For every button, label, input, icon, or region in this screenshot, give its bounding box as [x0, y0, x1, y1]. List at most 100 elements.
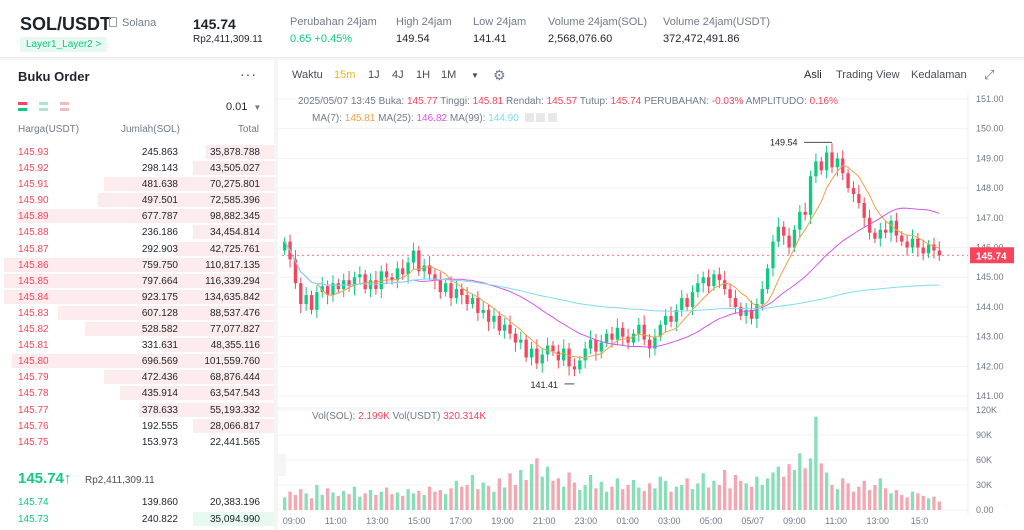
- candle-body: [894, 220, 899, 236]
- ask-amount: 192.555: [141, 420, 178, 432]
- ask-total: 110,817.135: [205, 259, 260, 271]
- ask-row[interactable]: 145.79 472.436 68,876.444: [0, 369, 274, 385]
- col-total: Total: [237, 124, 259, 135]
- candle-body: [739, 306, 743, 316]
- interval-1m[interactable]: 1M: [441, 69, 457, 81]
- interval-1j[interactable]: 1J: [368, 69, 380, 81]
- volume-bar: [379, 491, 383, 510]
- candle-body: [519, 339, 523, 343]
- stat-value: 0.65 +0.45%: [290, 33, 353, 45]
- volume-bar: [926, 498, 931, 510]
- ask-row[interactable]: 145.78 435.914 63,547.543: [0, 385, 274, 401]
- volume-bar: [594, 488, 598, 510]
- close-icon[interactable]: [548, 113, 558, 122]
- volume-bar: [905, 497, 909, 510]
- candle-body: [363, 274, 367, 290]
- ask-row[interactable]: 145.82 528.582 77,077.827: [0, 321, 274, 337]
- depth-bar: [193, 418, 274, 433]
- depth-bar: [174, 241, 274, 256]
- depth-bar: [139, 402, 274, 417]
- bid-row[interactable]: 145.74 139.860 20,383.196: [0, 494, 274, 510]
- price-tick-label: 149.00: [976, 153, 1004, 163]
- candle-body: [900, 235, 904, 242]
- ask-row[interactable]: 145.83 607.128 88,537.476: [0, 305, 274, 321]
- bid-price: 145.73: [18, 514, 49, 525]
- volume-bar: [342, 490, 346, 510]
- volume-bar: [824, 472, 829, 510]
- volume-bar: [293, 495, 298, 510]
- candle-body: [830, 152, 834, 168]
- ask-row[interactable]: 145.91 481.638 70,275.801: [0, 176, 274, 192]
- volume-bar: [878, 478, 882, 510]
- candle-body: [583, 348, 587, 361]
- view-asks-icon[interactable]: [60, 102, 69, 111]
- interval-15m[interactable]: 15m: [334, 69, 356, 81]
- pair-symbol[interactable]: SOL/USDT: [20, 14, 112, 34]
- candle-body: [857, 194, 861, 203]
- ask-row[interactable]: 145.84 923.175 134,635.842: [0, 289, 274, 305]
- settings-gear-icon[interactable]: ⚙: [493, 67, 506, 83]
- ma7-label: MA(7):: [312, 113, 342, 124]
- volume-bar: [503, 487, 507, 510]
- candle-body: [615, 327, 620, 340]
- ask-row[interactable]: 145.77 378.633 55,193.332: [0, 402, 274, 418]
- volume-bar: [706, 487, 711, 510]
- header-fiat-price: Rp2,411,309.11: [193, 34, 263, 45]
- depth-bar: [161, 338, 274, 353]
- order-book-title: Buku Order: [18, 69, 90, 84]
- volume-bar: [422, 495, 426, 510]
- time-tick-label: 09:00: [283, 516, 306, 526]
- precision-select[interactable]: 0.01 ▼: [226, 101, 261, 113]
- volume-bar: [443, 494, 448, 510]
- price-tick-label: 142.00: [976, 361, 1004, 371]
- more-options-icon[interactable]: ···: [240, 66, 257, 82]
- view-trading-view[interactable]: Trading View: [836, 69, 900, 81]
- volume-bar: [798, 453, 802, 510]
- stat-change: Perubahan 24jam 0.65 +0.45%: [290, 16, 377, 45]
- interval-1h[interactable]: 1H: [416, 69, 431, 81]
- ask-row[interactable]: 145.85 797.664 116,339.294: [0, 273, 274, 289]
- bid-row[interactable]: 145.73 240.822 35,094.990: [0, 511, 274, 527]
- ask-price: 145.75: [18, 436, 49, 448]
- ask-row[interactable]: 145.92 298.143 43,505.027: [0, 160, 274, 176]
- ask-row[interactable]: 145.76 192.555 28,066.817: [0, 418, 274, 434]
- ask-row[interactable]: 145.90 497.501 72,585.396: [0, 192, 274, 208]
- volume-bar: [299, 489, 303, 510]
- volume-bar: [647, 483, 652, 510]
- ask-row[interactable]: 145.80 696.569 101,559.760: [0, 353, 274, 369]
- ask-row[interactable]: 145.86 759.750 110,817.135: [0, 257, 274, 273]
- candle-body: [706, 277, 711, 287]
- volume-bar: [916, 493, 920, 510]
- eye-icon[interactable]: [524, 113, 534, 122]
- ask-row[interactable]: 145.81 331.631 48,355.116: [0, 337, 274, 353]
- ask-total: 34,454.814: [209, 227, 260, 239]
- ask-row[interactable]: 145.89 677.787 98,882.345: [0, 208, 274, 224]
- bid-amount: 240.822: [141, 514, 178, 525]
- volume-bar: [889, 493, 893, 510]
- ask-row[interactable]: 145.93 245.863 35,878.788: [0, 144, 274, 160]
- candle-body: [529, 348, 534, 358]
- view-bids-icon[interactable]: [39, 102, 48, 111]
- candlestick-chart[interactable]: 151.00150.00149.00148.00147.00146.00145.…: [278, 60, 1024, 530]
- candle-body: [910, 238, 915, 248]
- ask-row[interactable]: 145.87 292.903 42,725.761: [0, 241, 274, 257]
- view-kedalaman[interactable]: Kedalaman: [911, 69, 967, 81]
- ask-price: 145.82: [18, 324, 49, 336]
- chevron-down-icon[interactable]: ▼: [471, 71, 479, 80]
- volume-bar: [658, 476, 662, 510]
- ask-row[interactable]: 145.88 236.186 34,454.814: [0, 224, 274, 240]
- legend-amp-label: AMPLITUDO:: [745, 96, 807, 107]
- ask-row[interactable]: 145.75 153.973 22,441.565: [0, 434, 274, 450]
- fullscreen-icon[interactable]: ⤢: [984, 67, 995, 82]
- volume-bar: [685, 478, 689, 510]
- interval-4j[interactable]: 4J: [392, 69, 404, 81]
- ask-amount: 153.973: [141, 436, 178, 448]
- time-tick-label: 17:00: [450, 516, 473, 526]
- view-asli[interactable]: Asli: [804, 69, 822, 81]
- candle-body: [460, 289, 464, 296]
- settings-icon[interactable]: [536, 113, 546, 122]
- legend-change-label: PERUBAHAN:: [643, 96, 709, 107]
- category-tag[interactable]: Layer1_Layer2 >: [20, 37, 108, 52]
- view-both-icon[interactable]: [18, 102, 27, 111]
- network-label: Solana: [109, 17, 156, 29]
